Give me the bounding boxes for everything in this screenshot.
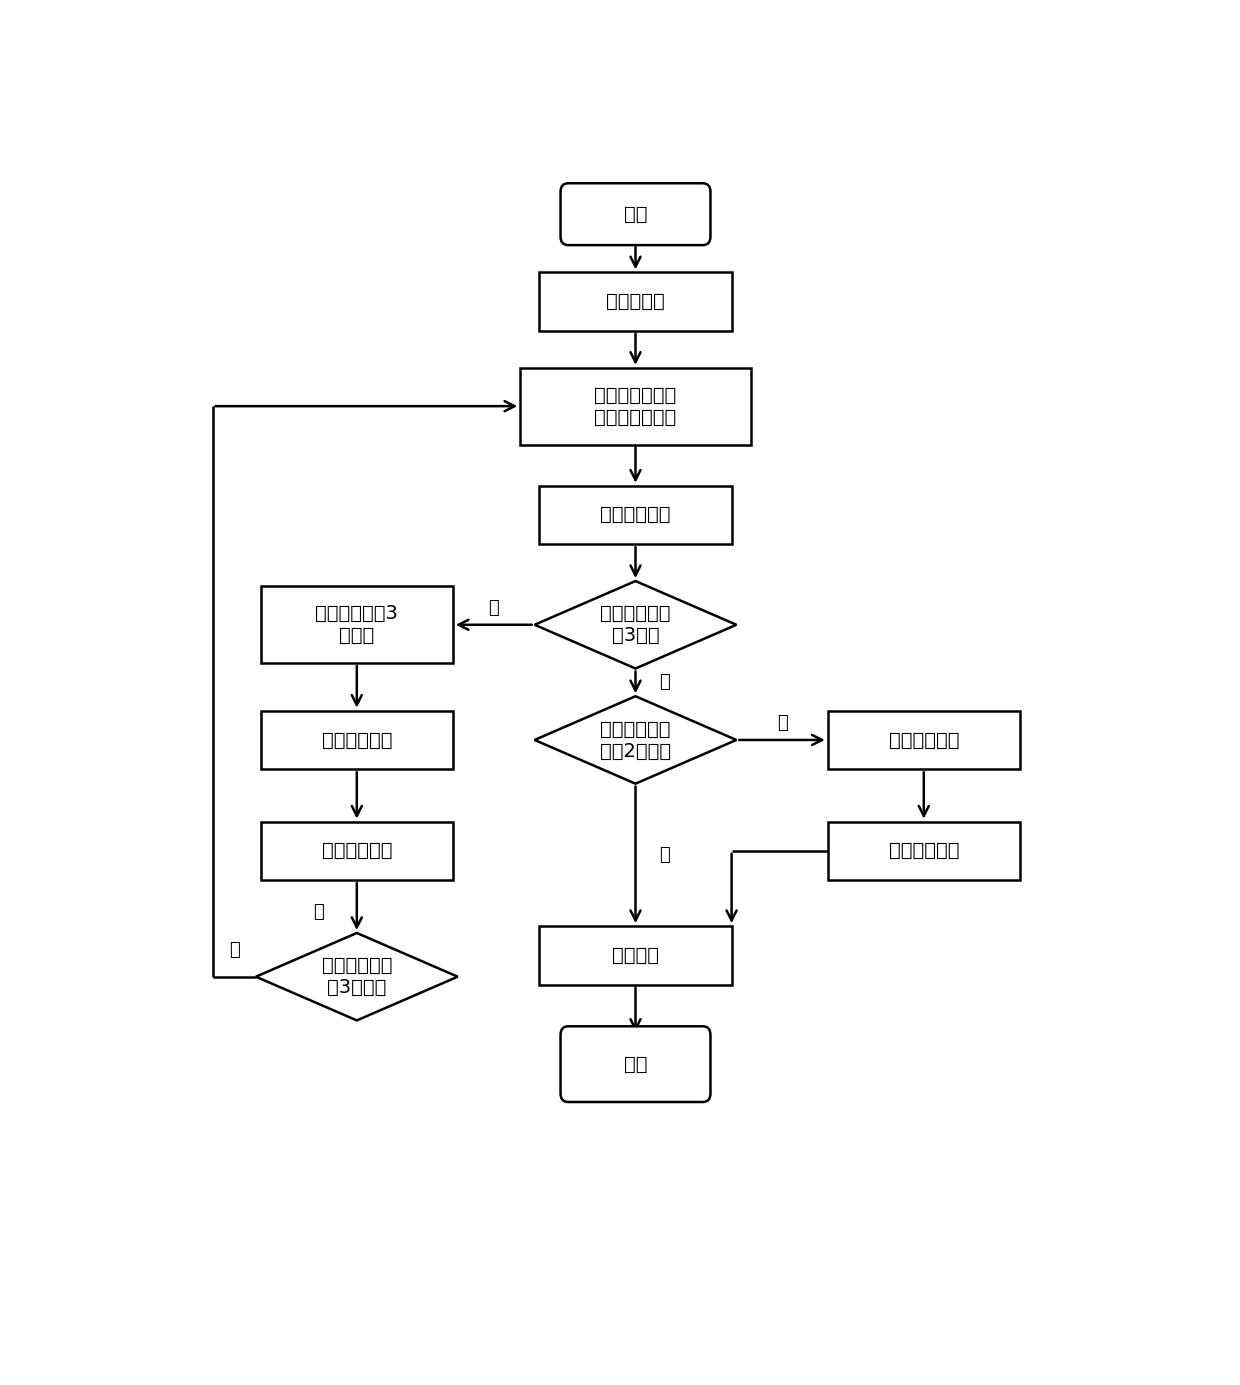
Text: 异常用户识别: 异常用户识别 <box>889 730 959 749</box>
Text: 数据预处理: 数据预处理 <box>606 292 665 312</box>
Polygon shape <box>255 933 458 1021</box>
Polygon shape <box>534 697 737 784</box>
Bar <box>539 486 732 544</box>
Text: 计算台区优先级
和空间临近关系: 计算台区优先级 和空间临近关系 <box>594 385 677 427</box>
Text: 是: 是 <box>489 598 500 616</box>
Polygon shape <box>534 582 737 669</box>
Bar <box>260 711 453 769</box>
Text: 户变关系调整: 户变关系调整 <box>889 841 959 860</box>
Bar <box>539 273 732 331</box>
Text: 是否存在优先
级为2的台区: 是否存在优先 级为2的台区 <box>600 719 671 760</box>
FancyBboxPatch shape <box>560 1026 711 1102</box>
Bar <box>521 368 751 445</box>
Text: 是否存在优先
级3台区: 是否存在优先 级3台区 <box>600 604 671 645</box>
Bar <box>828 711 1021 769</box>
Bar <box>260 586 453 663</box>
FancyBboxPatch shape <box>560 183 711 245</box>
Text: 否: 否 <box>658 846 670 864</box>
Text: 输出结果: 输出结果 <box>613 946 658 965</box>
Bar <box>828 821 1021 881</box>
Text: 开始: 开始 <box>624 205 647 224</box>
Bar <box>260 821 453 881</box>
Text: 去除正常台区: 去除正常台区 <box>600 506 671 525</box>
Bar <box>539 927 732 985</box>
Text: 否: 否 <box>658 673 670 691</box>
Text: 异常用户识别: 异常用户识别 <box>321 730 392 749</box>
Text: 户变关系调整: 户变关系调整 <box>321 841 392 860</box>
Text: 是: 是 <box>776 713 787 731</box>
Text: 结束: 结束 <box>624 1054 647 1073</box>
Text: 否: 否 <box>229 940 241 958</box>
Text: 是: 是 <box>312 903 324 921</box>
Text: 处理优先级为3
的台区: 处理优先级为3 的台区 <box>315 604 398 645</box>
Text: 是否存在优先
级3的台区: 是否存在优先 级3的台区 <box>321 956 392 997</box>
